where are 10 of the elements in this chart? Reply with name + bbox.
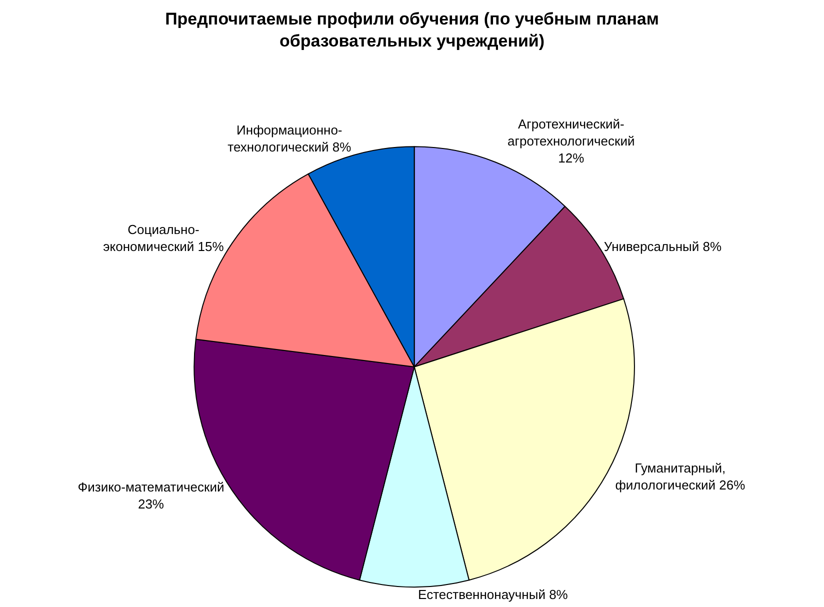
slice-label: Естественнонаучный 8% <box>418 587 568 602</box>
slice-label: Агротехнический-агротехнологический <box>508 116 635 149</box>
slice-label: Информационно-технологический 8% <box>228 122 352 155</box>
slice-label: Физико-математический <box>78 480 224 495</box>
slice-label: Гуманитарный, филологический 26% <box>615 460 746 493</box>
data-label: 23% <box>138 496 164 512</box>
data-label: 12% <box>558 150 585 166</box>
slice-label: Социально-экономический 15% <box>103 222 224 254</box>
chart-title: Предпочитаемые профили обучения (по учебным планам образовательных учреждений) <box>165 9 659 50</box>
slice-label: Универсальный 8% <box>604 239 722 254</box>
